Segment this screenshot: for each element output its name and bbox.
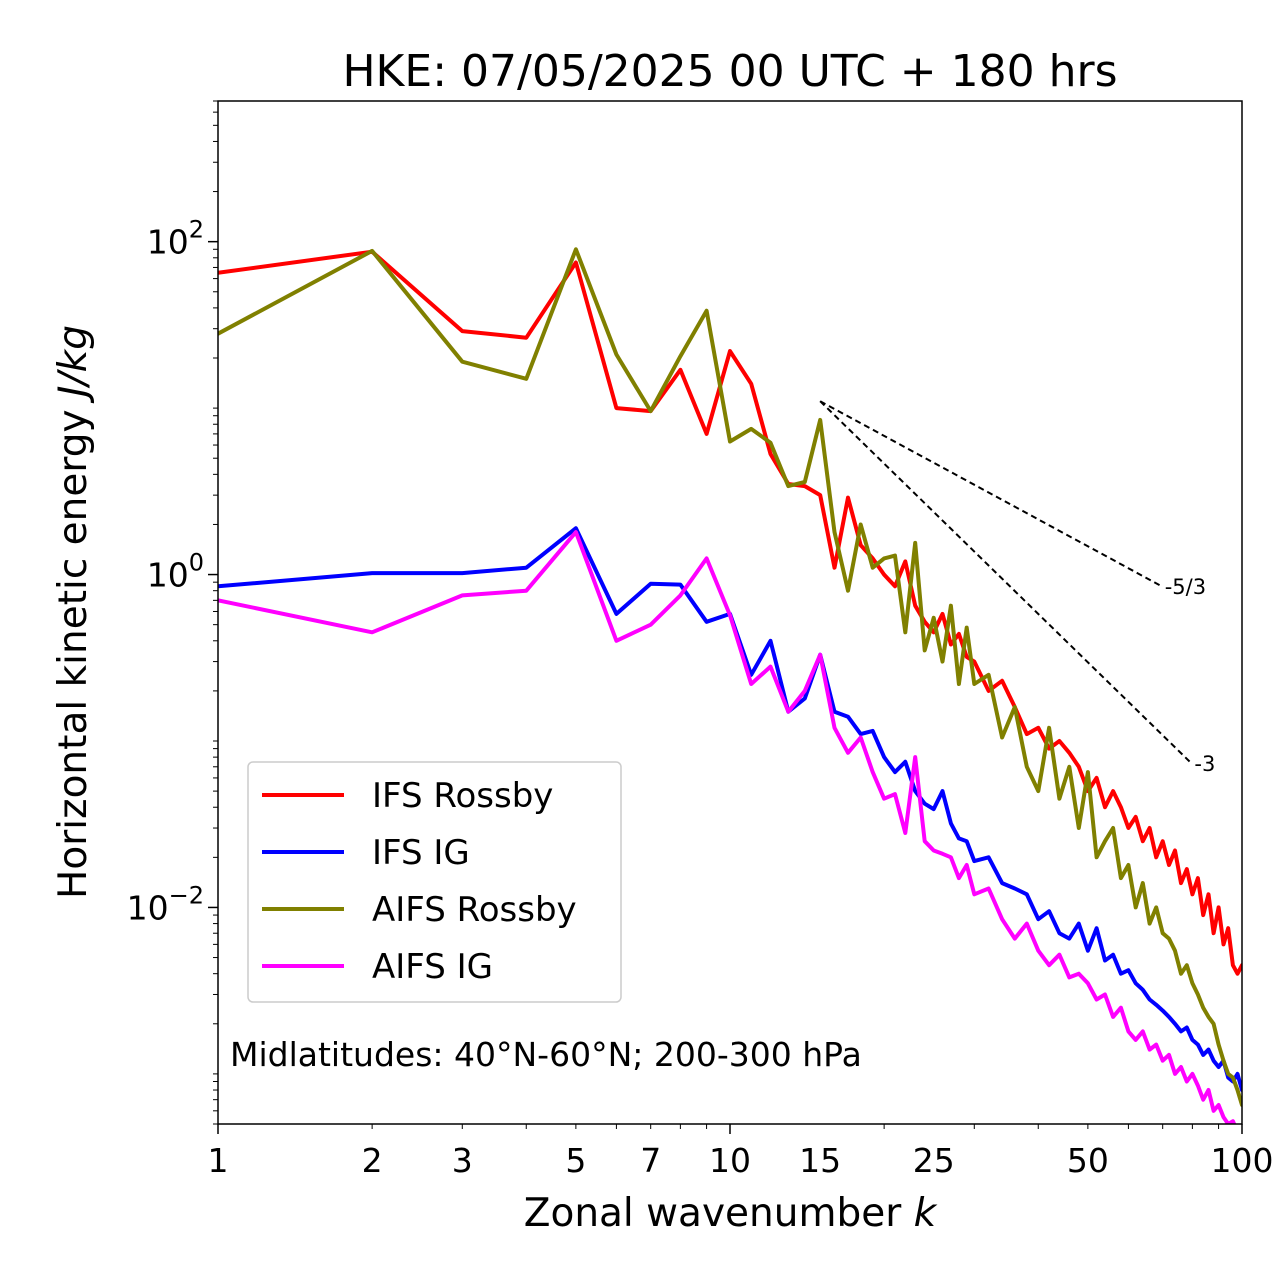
x-tick-label: 7 xyxy=(640,1141,661,1180)
x-tick-label: 5 xyxy=(565,1141,586,1180)
y-tick-label: 102 xyxy=(147,216,204,262)
x-tick-label: 1 xyxy=(208,1141,229,1180)
x-tick-label: 10 xyxy=(709,1141,751,1180)
y-axis-label-text: Horizontal kinetic energy xyxy=(51,409,96,899)
x-tick-label: 100 xyxy=(1211,1141,1274,1180)
x-tick-label: 3 xyxy=(452,1141,473,1180)
x-tick-label: 50 xyxy=(1067,1141,1109,1180)
x-axis-label-text: Zonal wavenumber xyxy=(524,1191,902,1236)
x-tick-label: 2 xyxy=(362,1141,383,1180)
reference-slope-lines: -5/3 -3 xyxy=(819,400,1215,776)
chart-title: HKE: 07/05/2025 00 UTC + 180 hrs xyxy=(342,46,1117,97)
legend-label: AIFS IG xyxy=(372,947,493,987)
legend-label: IFS IG xyxy=(372,833,470,873)
plot-frame xyxy=(217,100,1243,1125)
legend-label: AIFS Rossby xyxy=(372,890,577,930)
legend-box xyxy=(247,761,622,1003)
y-tick-label: 10−2 xyxy=(127,881,204,927)
series-line-ifs-ig xyxy=(218,526,1242,1092)
y-axis-ticks: 102 100 10−2 xyxy=(127,100,218,1125)
legend: IFS Rossby IFS IG AIFS Rossby AIFS IG xyxy=(247,761,622,1003)
region-annotation: Midlatitudes: 40°N-60°N; 200-300 hPa xyxy=(230,1035,862,1074)
reference-line-label: -3 xyxy=(1194,752,1215,776)
legend-label: IFS Rossby xyxy=(372,776,553,816)
x-tick-label: 25 xyxy=(913,1141,955,1180)
y-tick-label: 100 xyxy=(147,549,204,595)
reference-line xyxy=(819,400,1194,765)
reference-line-label: -5/3 xyxy=(1165,575,1206,599)
y-axis-label-unit: J/kg xyxy=(51,325,96,404)
series-line-aifs-rossby xyxy=(218,247,1242,1107)
x-tick-label: 15 xyxy=(799,1141,841,1180)
y-axis-label: Horizontal kinetic energy J/kg xyxy=(51,325,96,899)
x-axis-ticks: 1 2 3 5 7 10 15 25 50 100 xyxy=(208,1124,1274,1180)
x-axis-label-var: k xyxy=(914,1191,938,1236)
x-axis-label: Zonal wavenumber k xyxy=(524,1191,938,1236)
series-lines xyxy=(218,247,1242,1124)
reference-line xyxy=(819,400,1164,588)
series-line-aifs-ig xyxy=(218,530,1237,1124)
